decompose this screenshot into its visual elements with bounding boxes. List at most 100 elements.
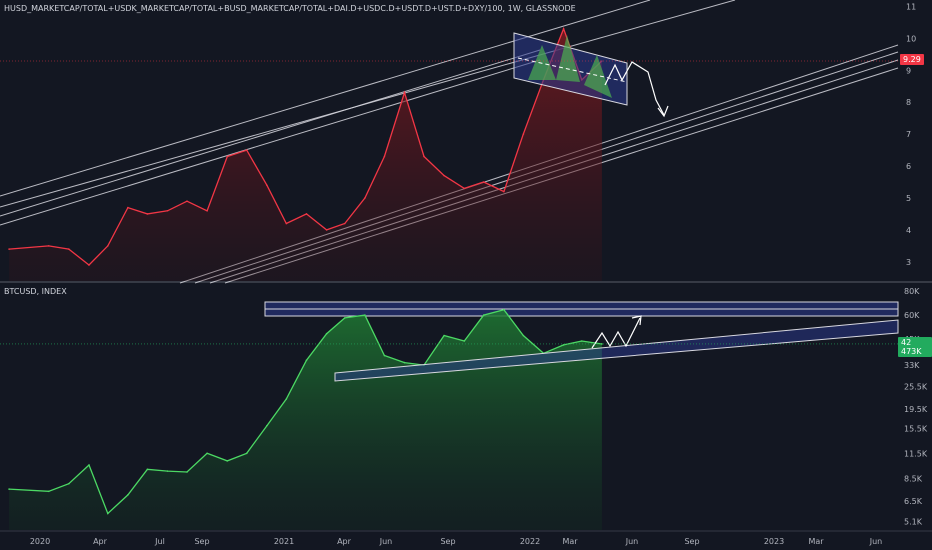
bottom-data-point: [166, 470, 169, 472]
bottom-data-point: [383, 354, 386, 357]
projection-arrowhead-up: [631, 315, 642, 326]
bottom-data-point: [562, 344, 565, 346]
trend-channel-line: [0, 0, 651, 197]
x-axis-tick-label: 2023: [764, 537, 784, 546]
top-data-point: [522, 133, 525, 135]
top-data-point: [106, 245, 109, 247]
x-axis-tick-label: 2020: [30, 537, 50, 546]
x-axis-tick-label: 2022: [520, 537, 540, 546]
top-y-tick-label: 10: [906, 34, 916, 43]
bottom-data-point: [325, 332, 328, 335]
x-axis-tick-label: Sep: [440, 537, 455, 546]
top-data-point: [266, 184, 268, 187]
bottom-panel-title: BTCUSD, INDEX: [4, 287, 67, 296]
x-axis-tick-label: Jun: [625, 537, 639, 546]
bottom-y-tick-label: 25.5K: [904, 383, 928, 392]
top-data-point: [206, 209, 208, 212]
top-data-point: [562, 27, 565, 30]
bottom-data-point: [68, 482, 70, 485]
bottom-data-point: [482, 314, 485, 316]
bottom-data-point: [285, 398, 288, 400]
top-data-point: [482, 181, 485, 183]
trend-channel-line: [0, 49, 541, 217]
x-axis-tick-label: Jul: [154, 537, 165, 546]
top-data-point: [68, 248, 70, 250]
top-data-point: [47, 245, 50, 247]
x-axis-tick-label: 2021: [274, 537, 294, 546]
projection-arrowhead: [657, 105, 669, 118]
top-data-point: [127, 206, 129, 209]
bottom-data-point: [305, 359, 308, 361]
x-axis-tick-label: Jun: [379, 537, 393, 546]
top-data-point: [226, 155, 229, 158]
bottom-data-point: [146, 468, 149, 471]
bottom-data-point: [343, 317, 346, 319]
x-axis-tick-label: Apr: [93, 537, 108, 546]
bottom-data-point: [580, 340, 583, 342]
top-data-point: [166, 209, 169, 212]
bottom-data-point: [186, 471, 188, 473]
top-data-point: [245, 149, 248, 151]
bottom-data-point: [503, 308, 505, 311]
top-y-tick-label: 8: [906, 98, 911, 107]
bottom-y-tick-label: 11.5K: [904, 449, 928, 458]
bottom-data-point: [127, 494, 129, 496]
trend-channel-line: [0, 59, 541, 226]
top-y-tick-label: 5: [906, 194, 911, 203]
top-data-point: [503, 190, 505, 193]
bottom-y-tick-label: 33K: [904, 361, 920, 370]
support-channel: [334, 319, 899, 382]
x-axis-tick-label: Sep: [194, 537, 209, 546]
bottom-data-point: [443, 334, 445, 337]
top-series-line: [9, 26, 603, 266]
bottom-data-point: [88, 464, 90, 466]
x-axis-tick-label: Jun: [869, 537, 883, 546]
bottom-data-point: [206, 452, 208, 455]
bottom-y-tick-label: 15.5K: [904, 424, 928, 433]
bottom-data-point: [245, 452, 248, 455]
bottom-y-tick-label: 60K: [904, 311, 920, 320]
bottom-data-point: [226, 460, 229, 462]
top-data-point: [423, 155, 425, 158]
bottom-data-point: [106, 512, 109, 515]
bottom-data-point: [8, 488, 10, 490]
bottom-data-point: [522, 334, 525, 337]
x-axis-tick-label: Mar: [808, 537, 824, 546]
bottom-data-point: [403, 361, 406, 364]
top-y-tick-label: 3: [906, 258, 911, 267]
top-data-point: [8, 248, 10, 250]
bottom-data-point: [463, 340, 466, 342]
top-y-tick-label: 6: [906, 162, 911, 171]
bottom-data-point: [601, 343, 603, 345]
bottom-data-point: [266, 424, 268, 427]
top-data-point: [88, 264, 90, 266]
top-y-tick-label: 9: [906, 66, 911, 75]
top-data-point: [285, 222, 288, 225]
bottom-data-point: [47, 490, 50, 493]
bottom-y-tick-label: 6.5K: [904, 497, 923, 506]
triangle-3: [584, 55, 612, 98]
top-price-badge: 9.29: [900, 53, 924, 65]
bottom-price-badge: 42 473K: [898, 336, 932, 357]
top-data-point: [325, 229, 328, 231]
top-data-point: [463, 187, 466, 190]
top-data-point: [403, 91, 406, 94]
triangle-1: [528, 45, 556, 80]
x-axis-tick-label: Apr: [337, 537, 352, 546]
top-y-tick-label: 4: [906, 226, 911, 235]
top-panel-title: HUSD_MARKETCAP/TOTAL+USDK_MARKETCAP/TOTA…: [4, 4, 576, 13]
top-data-point: [364, 197, 366, 199]
bottom-data-point: [364, 314, 366, 316]
top-y-tick-label: 7: [906, 130, 911, 139]
top-data-point: [146, 213, 149, 215]
x-axis-tick-label: Mar: [562, 537, 578, 546]
top-data-point: [443, 174, 445, 177]
bottom-y-tick-label: 5.1K: [904, 517, 923, 526]
projection-arrow: [604, 61, 665, 116]
top-y-tick-label: 11: [906, 2, 916, 11]
bottom-series-line: [9, 308, 602, 515]
top-data-point: [383, 155, 386, 158]
top-data-point: [343, 222, 346, 225]
bottom-y-tick-label: 8.5K: [904, 475, 923, 484]
